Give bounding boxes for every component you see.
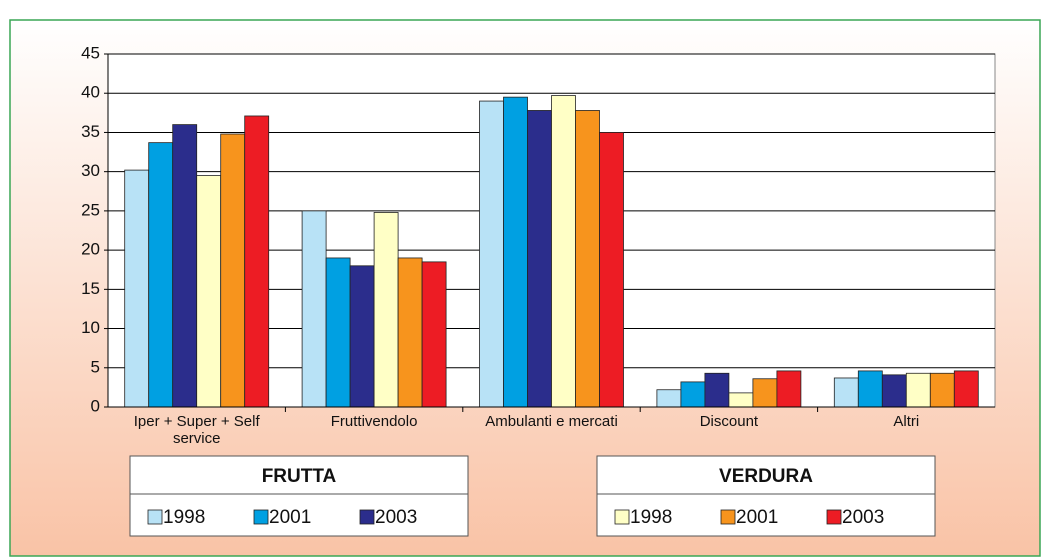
y-tick-label: 25 [81,200,100,219]
bar [172,124,198,408]
x-tick-label: Iper + Super + Self service [134,413,261,447]
y-tick-label: 5 [91,357,100,376]
bar [196,175,222,408]
y-tick-label: 20 [81,240,100,259]
bar [704,372,730,408]
legend-swatch [253,509,269,525]
bar [953,370,979,408]
bar [551,95,576,408]
legend-swatch [147,509,163,525]
bar [421,261,447,408]
bar [148,142,174,408]
y-tick-label: 10 [81,318,100,337]
bar [220,133,246,408]
y-tick-label: 0 [91,396,100,415]
bar [244,115,270,408]
legend-box [129,455,469,537]
bar [728,392,754,408]
bar [881,374,907,408]
legend-title: FRUTTA [262,466,337,487]
y-tick-label: 40 [81,83,100,102]
legend-title: VERDURA [719,466,813,487]
x-tick-label: Altri [893,413,919,430]
bar [349,265,375,408]
x-tick-label: Ambulanti e mercati [485,413,618,430]
bar [680,381,706,408]
bar [575,110,600,408]
legend-label: 2003 [842,507,884,528]
bar [397,257,423,408]
bar [656,389,682,408]
legend-swatch [720,509,736,525]
bar [325,257,351,408]
bar [527,110,552,408]
bar [479,100,504,408]
bar [857,370,883,408]
y-tick-label: 30 [81,161,100,180]
legend-swatch [359,509,375,525]
bar [124,169,150,408]
x-tick-label: Discount [700,413,759,430]
bar [929,372,955,408]
legend-label: 2001 [269,507,311,528]
legend-box [596,455,936,537]
bar [301,210,327,408]
legend-label: 1998 [630,507,672,528]
y-tick-label: 35 [81,122,100,141]
x-tick-label: Fruttivendolo [331,413,418,430]
bar [599,132,624,408]
y-tick-label: 45 [81,43,100,62]
legend-swatch [614,509,630,525]
bar [833,377,859,408]
legend-label: 2001 [736,507,778,528]
bar [752,378,778,408]
bar [905,372,931,408]
bar [776,370,802,408]
legend-label: 2003 [375,507,417,528]
y-tick-label: 15 [81,279,100,298]
bar [503,96,528,408]
legend-swatch [826,509,842,525]
bar [373,212,399,408]
legend-label: 1998 [163,507,205,528]
